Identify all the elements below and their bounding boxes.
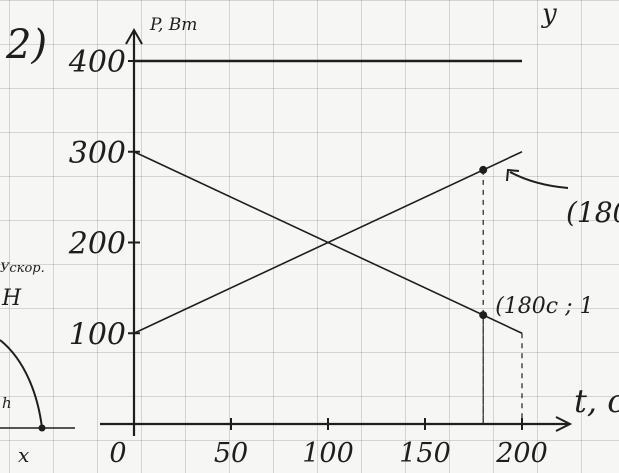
y-axis-arrow <box>125 27 143 45</box>
axes: P, Вт t, c <box>100 15 619 436</box>
sketch-curve <box>0 339 43 429</box>
marked-points: (180c ; 1 (180 <box>479 165 619 320</box>
margin-scribble: Ускор. <box>0 261 45 276</box>
marked-point <box>479 165 488 174</box>
x-tick-label: 100 <box>302 438 354 469</box>
tick-marks <box>128 60 523 430</box>
marked-point <box>479 311 488 320</box>
margin-letter-h-capital: Н <box>1 286 22 311</box>
left-margin-sketch: Н Ускор. h x у <box>0 0 557 467</box>
annotation-arrow <box>509 171 569 189</box>
top-right-scribble: у <box>541 0 557 29</box>
annotation-arrowhead <box>506 168 520 182</box>
point-label: (180c ; 1 <box>495 294 593 319</box>
problem-number: 2) <box>5 22 47 68</box>
projection-lines <box>482 169 523 424</box>
y-axis-label: P, Вт <box>149 15 197 35</box>
x-axis-label: t, c <box>574 382 619 420</box>
x-tick-label: 200 <box>495 438 548 469</box>
sketch-point <box>38 424 46 432</box>
series-lines <box>133 59 523 334</box>
y-tick-label: 400 <box>68 45 126 80</box>
x-tick-label: 150 <box>399 438 451 469</box>
point-label: (180 <box>566 196 619 229</box>
y-tick-label: 300 <box>69 136 126 171</box>
x-tick-label: 0 <box>109 438 126 469</box>
x-tick-label: 50 <box>214 438 248 469</box>
y-tick-label: 200 <box>68 227 126 262</box>
tick-labels: 100 200 300 400 0 50 100 150 200 <box>68 45 548 469</box>
y-tick-label: 100 <box>69 317 126 352</box>
series-line-2 <box>133 151 523 334</box>
x-axis-arrow <box>555 416 573 432</box>
margin-letter-h: h <box>2 394 12 412</box>
margin-letter-x: x <box>18 443 29 467</box>
